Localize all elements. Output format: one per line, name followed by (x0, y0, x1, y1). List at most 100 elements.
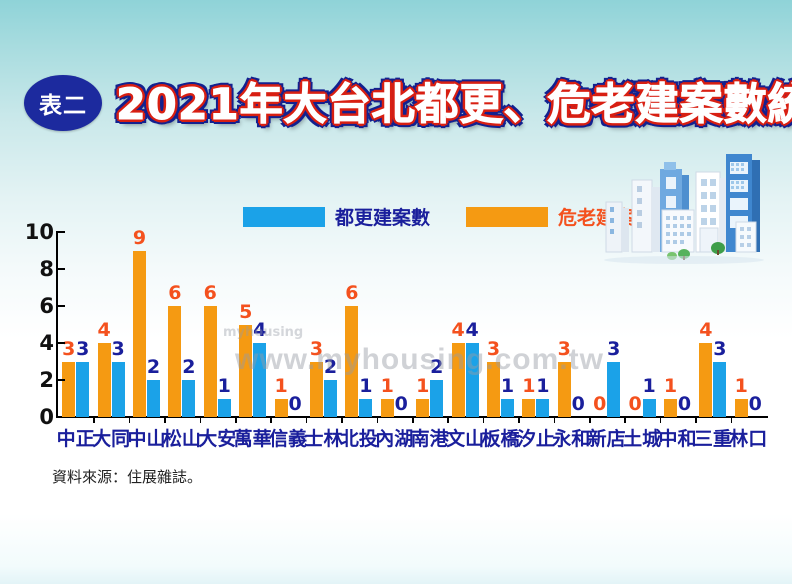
bar (97, 343, 111, 417)
x-axis-tick (199, 417, 202, 423)
legend-swatch-urban-renewal (243, 206, 325, 227)
bar (465, 343, 479, 417)
bar-value-label: 6 (203, 282, 217, 304)
x-axis-tick (376, 417, 379, 423)
bar (168, 306, 182, 417)
bar-value-label: 1 (522, 374, 536, 397)
source-note: 資料來源：住展雜誌。 (52, 468, 203, 486)
bar-value-label: 9 (132, 226, 147, 249)
bar-value-label: 5 (239, 300, 253, 323)
bar-value-label: 1 (663, 374, 678, 397)
bar (217, 398, 231, 417)
bar-value-label: 4 (451, 319, 465, 341)
bar (309, 361, 323, 417)
x-axis-tick (730, 417, 733, 423)
bar (663, 398, 677, 417)
bar-value-label: 3 (111, 337, 125, 360)
bar (111, 361, 125, 417)
bar (274, 398, 288, 417)
bar (486, 361, 500, 417)
bar-value-label: 3 (309, 337, 324, 360)
bar (380, 398, 394, 417)
bar-value-label: 0 (628, 393, 642, 415)
bar (642, 398, 656, 417)
bar (76, 361, 90, 417)
page-title: 2021年大台北都更、危老建案數統計 (116, 80, 792, 131)
bar (182, 380, 196, 417)
x-axis-category-label: 信義 (269, 428, 308, 450)
x-axis-category-label: 內湖 (375, 428, 414, 450)
y-axis-tick (56, 268, 65, 270)
bar-value-label: 6 (345, 282, 359, 304)
bar-value-label: 3 (62, 337, 76, 360)
bar-value-label: 1 (500, 374, 515, 397)
bar (451, 343, 465, 417)
x-axis-category-label: 汐止 (516, 428, 555, 450)
bar-value-label: 0 (394, 393, 408, 415)
bar (557, 361, 571, 417)
bar-value-label: 2 (182, 356, 196, 378)
x-axis-category-label: 土城 (623, 428, 662, 450)
x-axis-category-label: 北投 (339, 428, 378, 450)
x-axis-category-label: 三重 (693, 428, 732, 450)
y-axis-tick (56, 305, 65, 307)
x-axis-category-label: 南港 (410, 428, 449, 450)
bar (359, 398, 373, 417)
bar (607, 361, 621, 417)
bar-value-label: 0 (748, 393, 762, 415)
bar-value-label: 3 (76, 337, 90, 360)
y-axis-tick-label: 4 (39, 331, 54, 355)
x-axis-tick (624, 417, 626, 423)
bar-value-label: 2 (430, 356, 444, 378)
x-axis-category-label: 萬華 (233, 428, 272, 450)
bar (146, 380, 160, 417)
x-axis-category-label: 林口 (729, 428, 768, 450)
x-axis-labels: 中正 大同 中山 松山 大安 萬華 信義 士林 北投 內湖 南港 文山 板橋 汐止 永和 新店 土城 中和 三重 林口 (24, 424, 768, 450)
bar (345, 306, 359, 417)
y-axis-line (56, 232, 58, 417)
x-axis-tick (235, 417, 237, 423)
legend-label-urban-renewal: 都更建案數 (335, 207, 431, 229)
table-number-label: 表二 (39, 93, 87, 119)
x-axis-category-label: 永和 (552, 428, 591, 450)
bar (416, 398, 430, 417)
bar (239, 324, 253, 417)
x-axis-tick (589, 417, 591, 423)
bar (522, 398, 536, 417)
bar (699, 343, 713, 417)
x-axis-category-label: 文山 (446, 428, 485, 450)
x-axis-category-label: 新店 (587, 428, 626, 450)
bar-value-label: 0 (593, 393, 607, 415)
y-axis-tick (56, 342, 65, 344)
bar (713, 361, 727, 417)
bar-value-label: 4 (253, 319, 267, 341)
x-axis-tick (305, 417, 308, 423)
bar-value-label: 4 (97, 319, 111, 341)
x-axis-category-label: 中和 (658, 428, 697, 450)
y-axis-tick (56, 231, 65, 233)
bar (253, 343, 267, 417)
y-axis-tick-label: 0 (39, 405, 54, 429)
bar-value-label: 3 (713, 337, 727, 360)
bar-value-label: 6 (168, 282, 182, 304)
title-row: 表二 2021年大台北都更、危老建案數統計 (24, 72, 792, 138)
x-axis-tick (482, 417, 485, 423)
bar (430, 380, 444, 417)
bar-value-label: 1 (734, 374, 748, 397)
